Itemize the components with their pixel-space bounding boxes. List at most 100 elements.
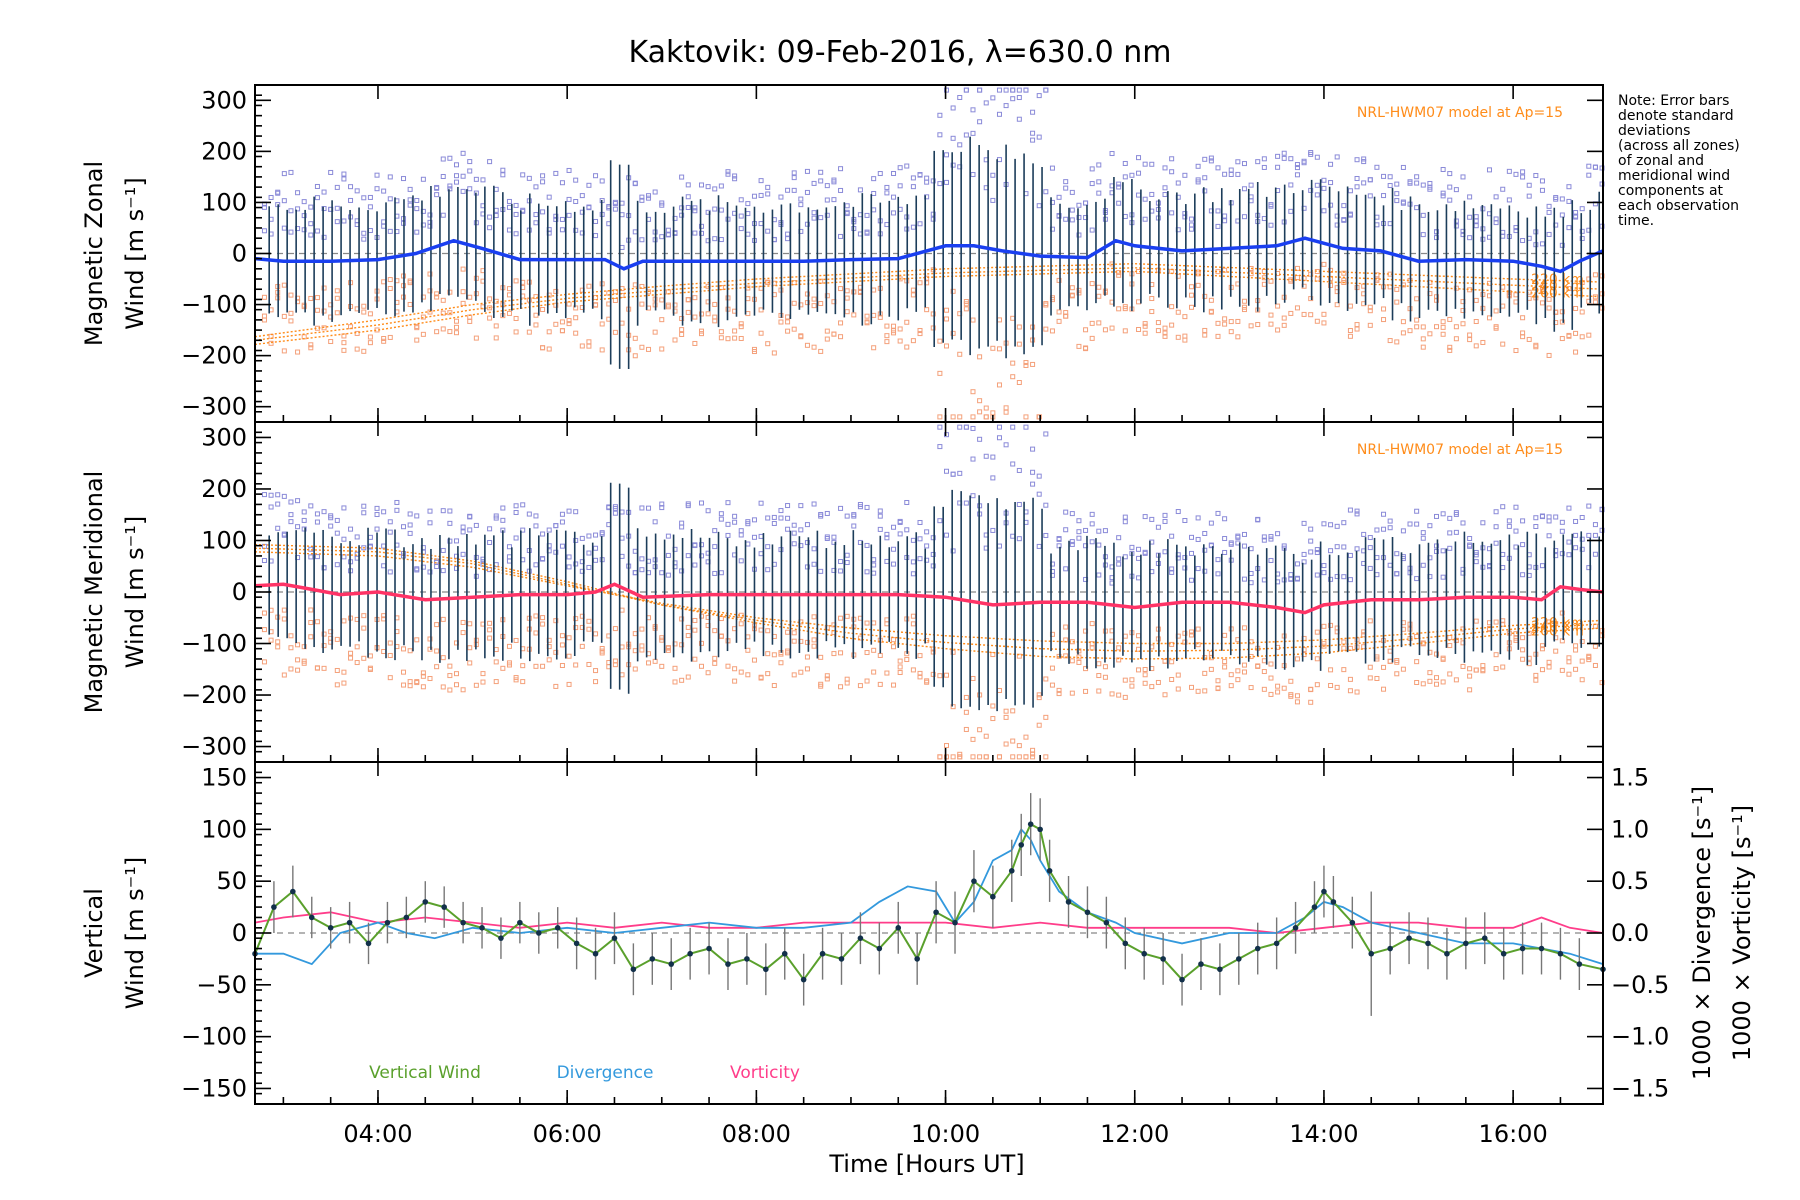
zone-marker	[434, 329, 440, 335]
zone-marker	[1414, 296, 1420, 302]
zone-marker	[1500, 303, 1506, 309]
zone-marker	[864, 229, 870, 235]
zone-marker	[1275, 164, 1281, 170]
zone-marker	[1328, 622, 1334, 628]
zone-marker	[1347, 328, 1353, 334]
data-point	[971, 878, 977, 884]
zone-marker	[407, 202, 413, 208]
zone-marker	[586, 343, 592, 349]
zone-marker	[665, 302, 671, 308]
zone-marker	[314, 519, 320, 525]
zone-marker	[659, 637, 665, 643]
zone-marker	[460, 524, 466, 530]
zone-marker	[275, 644, 281, 650]
zone-marker	[1076, 290, 1082, 296]
zone-marker	[718, 511, 724, 517]
zone-marker	[553, 549, 559, 555]
zone-marker	[314, 511, 320, 517]
zone-marker	[1434, 675, 1440, 681]
zone-marker	[1189, 304, 1195, 310]
zone-marker	[1566, 198, 1572, 204]
zone-marker	[679, 327, 685, 333]
zone-marker	[1506, 168, 1512, 174]
zone-marker	[1003, 103, 1009, 109]
zone-marker	[1089, 281, 1095, 287]
zone-marker	[1579, 514, 1585, 520]
zone-marker	[1136, 667, 1142, 673]
zone-marker	[1566, 659, 1572, 665]
zone-marker	[1003, 87, 1009, 93]
zone-marker	[308, 204, 314, 210]
zone-marker	[937, 673, 943, 679]
zone-marker	[1573, 349, 1579, 355]
zone-marker	[506, 227, 512, 233]
zone-marker	[1328, 548, 1334, 554]
zone-marker	[434, 564, 440, 570]
zone-marker	[487, 225, 493, 231]
zone-marker	[361, 625, 367, 631]
y-axis-label: Wind [m s⁻¹]	[121, 857, 149, 1009]
zone-marker	[1553, 514, 1559, 520]
zone-marker	[1460, 321, 1466, 327]
zone-marker	[818, 301, 824, 307]
zone-marker	[295, 524, 301, 530]
zone-marker	[712, 655, 718, 661]
zone-marker	[1222, 659, 1228, 665]
zone-marker	[1228, 683, 1234, 689]
zone-marker	[460, 619, 466, 625]
zone-marker	[1301, 520, 1307, 526]
zone-marker	[844, 295, 850, 301]
zone-marker	[725, 336, 731, 342]
zone-marker	[990, 410, 996, 416]
zone-marker	[540, 209, 546, 215]
zone-marker	[990, 95, 996, 101]
data-point	[781, 950, 788, 957]
zone-marker	[1162, 325, 1168, 331]
zone-marker	[1275, 689, 1281, 695]
zone-marker	[1546, 514, 1552, 520]
zone-marker	[1142, 514, 1148, 520]
zone-marker	[566, 508, 572, 514]
zone-marker	[1215, 571, 1221, 577]
zone-marker	[593, 545, 599, 551]
zone-marker	[818, 654, 824, 660]
zone-marker	[341, 218, 347, 224]
zone-marker	[367, 340, 373, 346]
zone-marker	[665, 232, 671, 238]
zone-marker	[738, 621, 744, 627]
zone-marker	[1559, 336, 1565, 342]
zone-marker	[1142, 196, 1148, 202]
zone-marker	[1573, 666, 1579, 672]
zone-marker	[831, 534, 837, 540]
zone-marker	[1083, 688, 1089, 694]
zone-marker	[738, 669, 744, 675]
zone-marker	[321, 565, 327, 571]
zone-marker	[493, 323, 499, 329]
zone-marker	[857, 504, 863, 510]
zone-marker	[381, 648, 387, 654]
zone-marker	[871, 287, 877, 293]
zone-marker	[957, 414, 963, 420]
zone-marker	[1043, 87, 1049, 93]
zone-marker	[1010, 533, 1016, 539]
zone-marker	[1056, 536, 1062, 542]
zone-marker	[1493, 509, 1499, 515]
zone-marker	[778, 319, 784, 325]
zone-marker	[1089, 335, 1095, 341]
zone-marker	[1473, 223, 1479, 229]
zone-marker	[599, 650, 605, 656]
zone-marker	[1175, 180, 1181, 186]
zone-marker	[944, 343, 950, 349]
zone-marker	[1579, 677, 1585, 683]
zone-marker	[281, 282, 287, 288]
zone-marker	[785, 515, 791, 521]
zone-marker	[1513, 544, 1519, 550]
zone-marker	[493, 647, 499, 653]
zone-marker	[1328, 180, 1334, 186]
zone-marker	[367, 334, 373, 340]
zone-marker	[950, 649, 956, 655]
zone-marker	[718, 335, 724, 341]
zone-marker	[679, 520, 685, 526]
zone-marker	[1116, 535, 1122, 541]
zone-marker	[970, 172, 976, 178]
